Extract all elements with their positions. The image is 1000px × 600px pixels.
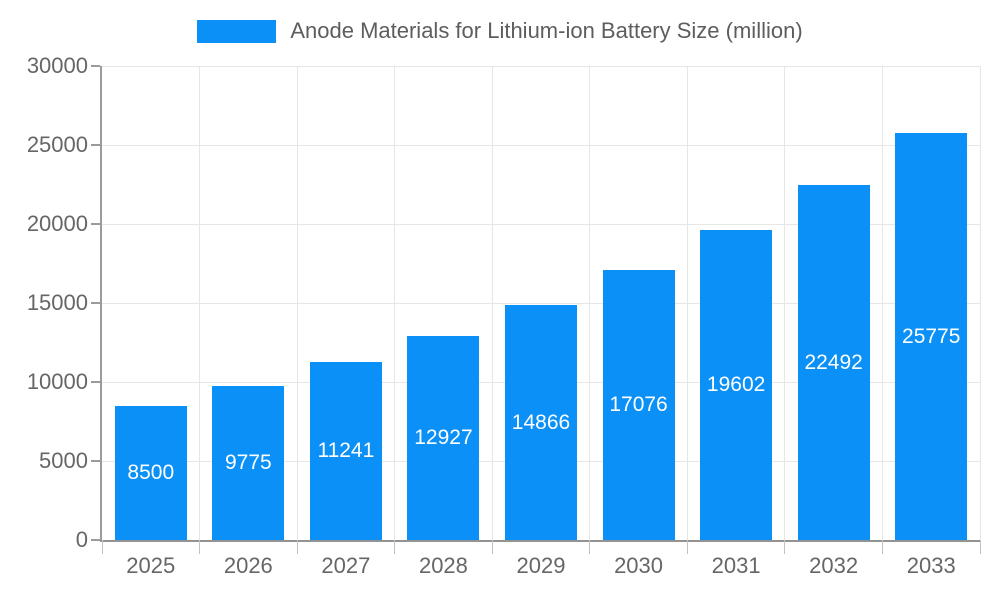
bar-value-label: 17076 — [609, 393, 668, 416]
bar-value-label: 9775 — [224, 451, 272, 474]
bar[interactable]: 14866 — [505, 305, 577, 540]
y-gridline — [102, 223, 980, 225]
x-axis-tick — [979, 540, 981, 554]
y-axis-tick-label: 20000 — [26, 211, 88, 236]
bar[interactable]: 22492 — [797, 185, 870, 540]
x-axis-tick-label: 2030 — [614, 553, 664, 578]
y-axis-line — [100, 66, 102, 542]
bar-value-label: 25775 — [902, 324, 961, 348]
x-axis-tick — [881, 540, 883, 554]
bar[interactable]: 11241 — [309, 362, 382, 540]
x-axis-tick — [394, 540, 396, 554]
y-axis-tick-label: 25000 — [26, 132, 88, 157]
x-axis-tick — [589, 540, 591, 554]
y-gridline — [102, 302, 980, 304]
x-axis-tick — [296, 540, 298, 554]
y-gridline — [102, 144, 980, 146]
x-axis-tick — [199, 540, 201, 554]
x-axis-tick-label: 2033 — [906, 553, 956, 578]
y-axis-tick-label: 30000 — [26, 53, 88, 78]
x-axis-tick-label: 2032 — [809, 553, 859, 578]
x-gridline — [589, 66, 591, 540]
bar-value-label: 22492 — [804, 350, 863, 374]
x-axis-tick-label: 2027 — [321, 553, 371, 578]
bar[interactable]: 19602 — [700, 230, 773, 540]
y-axis-tick — [91, 65, 100, 67]
bar[interactable]: 9775 — [212, 386, 285, 540]
x-gridline — [686, 66, 688, 540]
x-axis-line — [100, 540, 980, 542]
chart-title: Anode Materials for Lithium-ion Battery … — [290, 18, 803, 43]
y-axis-tick — [91, 223, 100, 225]
bar-value-label: 8500 — [127, 461, 175, 484]
x-gridline — [491, 66, 493, 540]
x-gridline — [881, 66, 883, 540]
x-axis-tick — [686, 540, 688, 554]
bar[interactable]: 12927 — [407, 336, 480, 540]
x-axis-tick-label: 2029 — [516, 553, 566, 578]
x-gridline — [784, 66, 786, 540]
x-axis-tick — [491, 540, 493, 554]
x-gridline — [394, 66, 396, 540]
x-gridline — [199, 66, 201, 540]
y-axis-tick-label: 5000 — [39, 448, 88, 473]
x-gridline — [979, 66, 981, 540]
y-axis-tick-label: 0 — [75, 527, 88, 552]
bar-value-label: 14866 — [511, 410, 571, 434]
y-axis-tick — [91, 460, 100, 462]
x-axis-tick-label: 2026 — [223, 553, 273, 578]
x-axis-tick — [101, 540, 103, 554]
y-axis-tick — [91, 539, 100, 541]
bar-value-label: 19602 — [706, 373, 766, 396]
legend-swatch — [197, 19, 277, 43]
y-axis-tick — [91, 144, 100, 146]
chart-legend[interactable]: Anode Materials for Lithium-ion Battery … — [0, 18, 1000, 44]
plot-area: 8500 9775 11241 12927 14866 17076 19602 22492 25… — [100, 65, 981, 542]
y-axis-tick — [91, 302, 100, 304]
y-axis-tick-label: 10000 — [26, 369, 88, 394]
x-axis-tick-label: 2031 — [711, 553, 761, 578]
y-gridline — [102, 65, 980, 67]
bar[interactable]: 8500 — [114, 406, 187, 540]
bar[interactable]: 25775 — [895, 133, 968, 540]
x-axis-tick-label: 2025 — [126, 553, 176, 578]
bar-value-label: 12927 — [414, 426, 473, 449]
y-axis-tick — [91, 381, 100, 383]
x-axis-tick — [784, 540, 786, 554]
bar-value-label: 11241 — [317, 439, 375, 462]
x-axis-tick-label: 2028 — [418, 553, 468, 578]
y-axis-tick-label: 15000 — [26, 290, 88, 315]
bar[interactable]: 17076 — [602, 270, 675, 540]
x-gridline — [296, 66, 298, 540]
